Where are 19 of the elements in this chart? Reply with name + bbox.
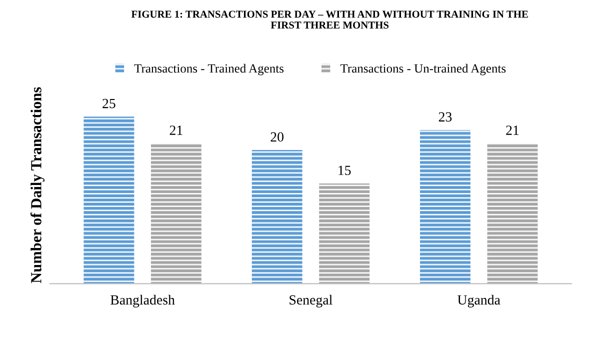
bar — [84, 116, 134, 284]
bar — [150, 143, 202, 284]
bar — [319, 183, 370, 284]
legend-label: Transactions - Un-trained Agents — [340, 64, 506, 76]
bar — [487, 143, 538, 284]
bar — [420, 130, 470, 284]
chart-title: FIGURE 1: TRANSACTIONS PER DAY – WITH AND WITHOUT TRAINING IN THE FIRST THREE MONTHS — [131, 10, 528, 29]
x-tick-label: Uganda — [458, 294, 500, 308]
y-axis-title: Number of Daily Transactions — [30, 87, 45, 284]
data-label: 21 — [506, 126, 519, 135]
bar — [252, 150, 302, 284]
data-label: 21 — [170, 126, 182, 135]
legend-label: Transactions - Trained Agents — [134, 64, 284, 76]
x-tick-label: Bangladesh — [110, 294, 175, 308]
data-label: 23 — [438, 112, 452, 122]
x-tick-label: Senegal — [290, 294, 332, 308]
data-label: 20 — [270, 132, 284, 142]
data-label: 25 — [102, 98, 116, 108]
data-label: 15 — [338, 166, 351, 176]
